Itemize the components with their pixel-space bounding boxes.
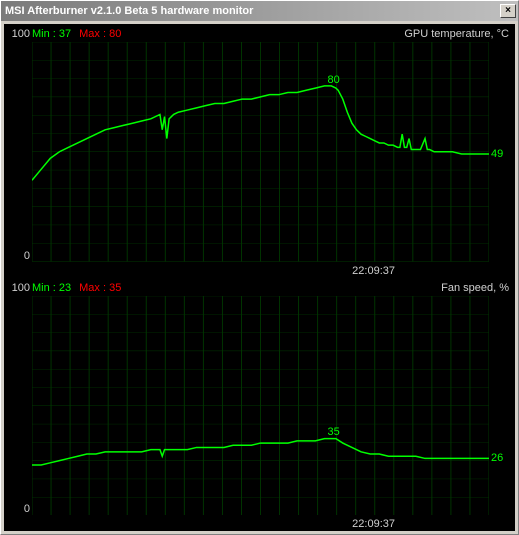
current-value: 49	[491, 148, 513, 160]
chart-title: GPU temperature, °C	[404, 28, 509, 42]
chart-fan-speed: Min : 23 Max : 35 Fan speed, % 100 0 22:09:37…	[4, 278, 515, 532]
chart-header: Min : 37 Max : 80 GPU temperature, °C	[32, 28, 509, 42]
x-axis-time: 22:09:37	[352, 518, 395, 530]
titlebar[interactable]: MSI Afterburner v2.1.0 Beta 5 hardware m…	[1, 1, 518, 21]
y-axis-max: 100	[6, 282, 30, 294]
chart-title: Fan speed, %	[441, 282, 509, 296]
current-value: 26	[491, 452, 513, 464]
monitor-window: MSI Afterburner v2.1.0 Beta 5 hardware m…	[0, 0, 519, 535]
x-axis-time: 22:09:37	[352, 265, 395, 277]
peak-value: 80	[327, 74, 339, 86]
chart-gpu-temp: Min : 37 Max : 80 GPU temperature, °C 100 0 2…	[4, 24, 515, 278]
y-axis-min: 0	[6, 503, 30, 515]
peak-value: 35	[327, 426, 339, 438]
y-axis-max: 100	[6, 28, 30, 40]
max-label: Max : 80	[79, 28, 121, 42]
max-label: Max : 35	[79, 282, 121, 296]
close-icon: ×	[505, 6, 511, 16]
plot-area	[32, 42, 489, 262]
y-axis-min: 0	[6, 250, 30, 262]
close-button[interactable]: ×	[500, 4, 516, 18]
charts-area: Min : 37 Max : 80 GPU temperature, °C 100 0 2…	[4, 24, 515, 531]
window-title: MSI Afterburner v2.1.0 Beta 5 hardware m…	[5, 5, 500, 17]
min-label: Min : 37	[32, 28, 71, 42]
chart-header: Min : 23 Max : 35 Fan speed, %	[32, 282, 509, 296]
plot-area	[32, 296, 489, 516]
min-label: Min : 23	[32, 282, 71, 296]
